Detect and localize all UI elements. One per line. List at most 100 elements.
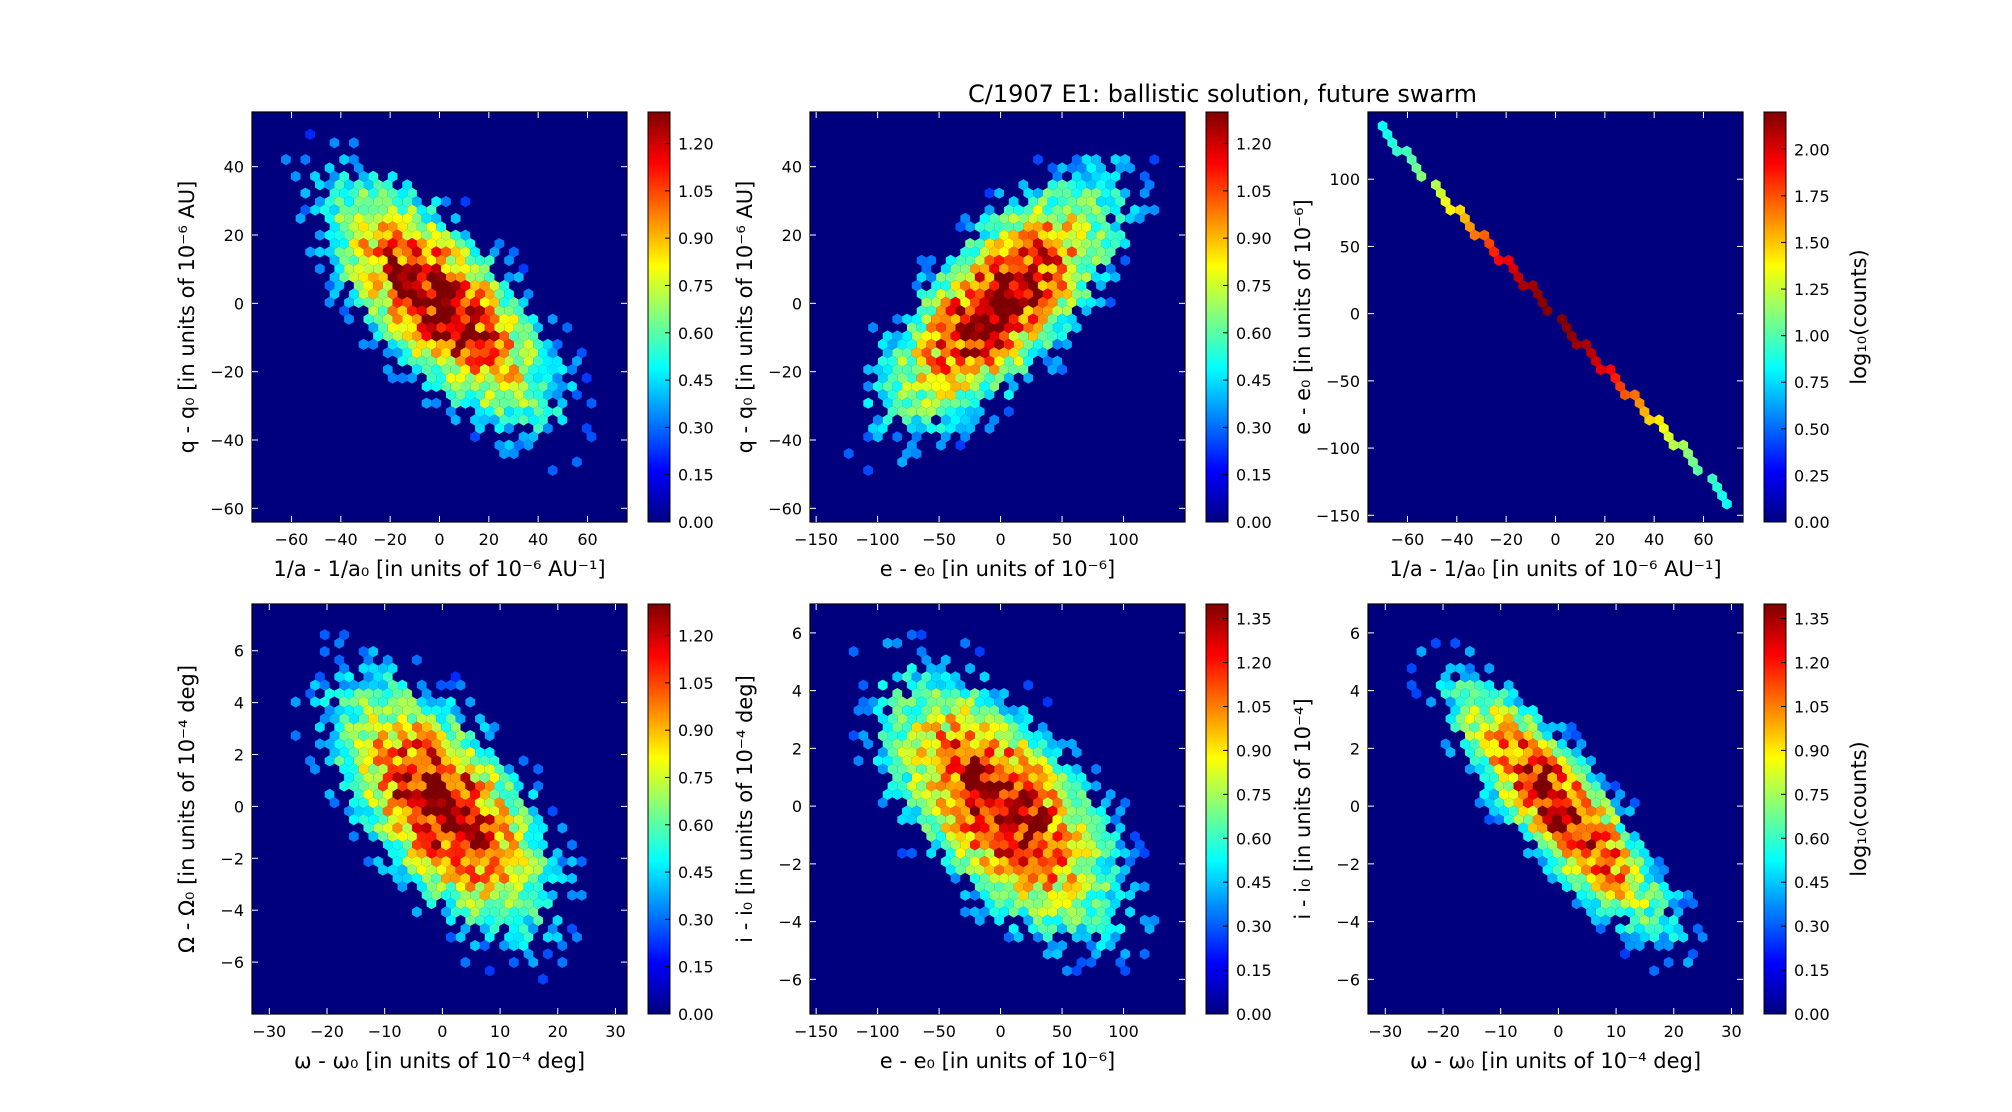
hex-cell	[945, 406, 956, 418]
hex-cell	[1678, 439, 1689, 451]
hex-cell	[926, 713, 937, 725]
hex-cell	[1042, 830, 1053, 842]
hex-cell	[421, 822, 432, 834]
hex-cell	[1008, 772, 1019, 784]
hex-cell	[479, 380, 490, 392]
hex-cell	[528, 788, 539, 800]
hex-cell	[402, 872, 412, 884]
hex-cell	[1634, 923, 1645, 935]
hex-cell	[945, 730, 956, 742]
hex-cell	[1008, 839, 1019, 851]
hex-cell	[1639, 864, 1650, 876]
hex-cell	[1086, 856, 1097, 868]
hex-cell	[1033, 154, 1043, 166]
hex-cell	[426, 830, 437, 842]
hex-cell	[1062, 965, 1072, 977]
hex-cell	[547, 313, 558, 325]
hex-cell	[974, 372, 985, 384]
hex-cell	[1091, 864, 1101, 876]
hex-cell	[387, 170, 398, 182]
hex-cell	[329, 797, 340, 809]
hex-cell	[940, 738, 951, 750]
hex-cell	[475, 763, 485, 775]
hex-cell	[1057, 822, 1067, 834]
hex-cell	[441, 313, 451, 325]
hex-cell	[475, 322, 485, 334]
hex-cell	[1552, 746, 1562, 758]
hex-cell	[562, 322, 573, 334]
hex-cell	[873, 431, 883, 443]
hex-cell	[479, 414, 490, 426]
hex-cell	[373, 280, 383, 292]
hex-cell	[523, 389, 534, 401]
colorbar-tick-label: 0.00	[1236, 1005, 1272, 1024]
hex-cell	[877, 679, 888, 691]
y-tick-label: −60	[768, 499, 802, 518]
hex-cell	[979, 688, 990, 700]
hex-cell	[1479, 704, 1490, 716]
hex-cell	[402, 755, 412, 767]
hex-cell	[499, 772, 509, 784]
hex-cell	[489, 788, 500, 800]
hex-cell	[513, 372, 524, 384]
hex-cell	[1091, 847, 1101, 859]
hex-cell	[843, 448, 854, 460]
hex-cell	[441, 822, 451, 834]
hex-cell	[1096, 856, 1106, 868]
colorbar-tick-label: 0.30	[1236, 917, 1272, 936]
hex-cell	[1450, 721, 1461, 733]
hex-cell	[960, 788, 970, 800]
x-tick-label: −40	[324, 530, 358, 549]
hex-cell	[441, 280, 451, 292]
hex-cell	[1013, 780, 1024, 792]
hex-cell	[368, 305, 379, 317]
hex-cell	[1101, 881, 1111, 893]
hex-cell	[1581, 881, 1592, 893]
hex-cell	[1644, 889, 1655, 901]
hex-cell	[509, 330, 519, 342]
hex-cell	[936, 355, 946, 367]
hex-cell	[1134, 212, 1145, 224]
hex-cell	[1523, 780, 1533, 792]
hex-cell	[305, 128, 315, 140]
hex-cell	[1722, 498, 1732, 510]
hex-cell	[1033, 746, 1043, 758]
hex-cell	[547, 380, 558, 392]
hex-cell	[1139, 204, 1150, 216]
hex-cell	[1639, 898, 1650, 910]
hex-cell	[1508, 788, 1519, 800]
y-tick-label: −4	[778, 913, 802, 932]
hex-cell	[1528, 280, 1538, 292]
hex-cell	[1406, 679, 1417, 691]
hex-cell	[489, 330, 500, 342]
hex-cell	[504, 254, 514, 266]
hex-cell	[499, 805, 509, 817]
colorbar-tick-label: 1.05	[678, 182, 714, 201]
hex-cell	[897, 406, 907, 418]
hexbin-cells	[848, 629, 1160, 977]
hex-cell	[960, 313, 970, 325]
hex-cell	[970, 805, 980, 817]
hex-cell	[518, 923, 529, 935]
hex-cell	[921, 704, 932, 716]
hex-cell	[1513, 713, 1524, 725]
hex-cell	[1101, 914, 1111, 926]
hex-cell	[446, 780, 456, 792]
hex-cell	[1081, 914, 1092, 926]
hex-cell	[479, 280, 490, 292]
hex-cell	[310, 696, 320, 708]
hex-cell	[353, 721, 364, 733]
hex-cell	[979, 229, 990, 241]
hex-cell	[455, 898, 466, 910]
hex-cell	[1067, 738, 1077, 750]
hex-cell	[518, 313, 529, 325]
hex-cell	[436, 830, 446, 842]
hex-cell	[955, 338, 966, 350]
hex-cell	[402, 280, 412, 292]
hex-cell	[373, 721, 383, 733]
hex-cell	[1062, 898, 1072, 910]
hex-cell	[950, 872, 961, 884]
hex-cell	[547, 364, 558, 376]
hex-cell	[916, 814, 927, 826]
hex-cell	[344, 179, 354, 191]
